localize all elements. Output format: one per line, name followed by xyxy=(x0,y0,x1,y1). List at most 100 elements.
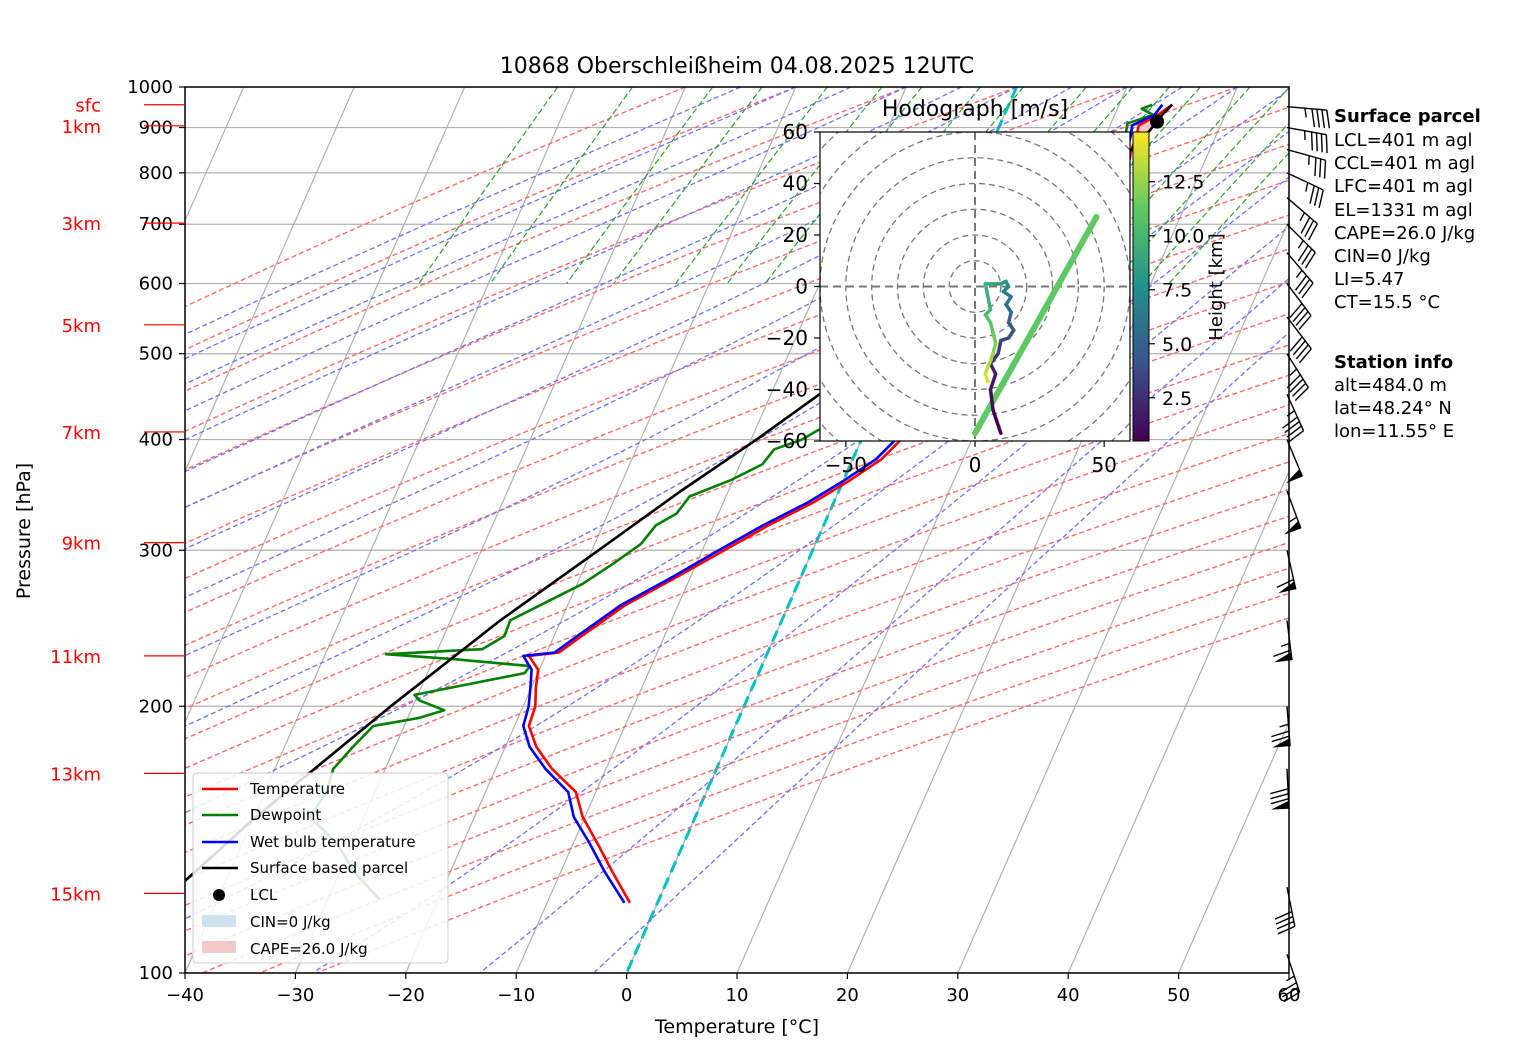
wind-barb xyxy=(1270,768,1290,810)
isotherm-line xyxy=(185,87,355,473)
x-tick-label: 50 xyxy=(1167,985,1190,1006)
wind-barb-shaft xyxy=(1286,353,1309,388)
hodograph-y-tick-label: 40 xyxy=(783,172,808,196)
wind-barb-flag xyxy=(1325,134,1328,154)
dry-adiabat-line xyxy=(202,567,1289,973)
x-tick-label: −30 xyxy=(276,985,314,1006)
moist-adiabat-line xyxy=(185,87,1183,599)
wind-barb-flag xyxy=(1295,344,1309,360)
wind-barb xyxy=(1286,172,1324,209)
mixing-ratio-line xyxy=(566,87,714,284)
wind-barb-half-flag xyxy=(1286,410,1295,417)
x-tick-label: −40 xyxy=(166,985,204,1006)
moist-adiabat-line xyxy=(185,87,741,336)
wind-barb-flag xyxy=(1313,187,1320,206)
wind-barb-flag xyxy=(1276,578,1294,589)
hodograph-trace-segment xyxy=(991,408,1003,436)
wind-barb-flag xyxy=(1314,157,1317,177)
hodograph-ring xyxy=(845,157,1105,416)
wind-barb-shaft xyxy=(1286,283,1312,316)
y-tick-label: 500 xyxy=(139,344,173,365)
hodograph-trace-segment xyxy=(983,282,993,312)
y-tick-label: 700 xyxy=(139,214,173,235)
wind-barb-shaft xyxy=(1286,223,1316,254)
dry-adiabat-line xyxy=(185,87,686,308)
wind-barb-pennant xyxy=(1274,652,1292,663)
wind-barb xyxy=(1282,393,1305,443)
wind-barb-flag xyxy=(1319,158,1322,178)
hodograph-ring xyxy=(871,182,1079,391)
dry-adiabat-line xyxy=(185,87,907,392)
station-info-heading: Station info xyxy=(1334,352,1453,373)
wind-barb-flag xyxy=(1286,374,1301,389)
wind-barb-half-flag xyxy=(1286,975,1295,982)
height-label: 7km xyxy=(62,423,101,444)
isotherm-line xyxy=(1178,720,1289,973)
dry-adiabat-line xyxy=(185,87,1017,433)
wind-barb-flag xyxy=(1295,311,1309,327)
lcl-point xyxy=(1150,114,1165,129)
wind-barb-half-flag xyxy=(1299,212,1306,222)
wind-barb-flag xyxy=(1288,430,1304,443)
wind-barb-pennant xyxy=(1272,738,1291,748)
legend-swatch-lcl xyxy=(213,889,225,901)
wind-barb-flag xyxy=(1298,315,1312,331)
wind-barb-flag xyxy=(1271,735,1290,743)
isotherm-line xyxy=(1067,469,1289,973)
wind-barb-half-flag xyxy=(1297,240,1304,249)
wind-barb-shaft xyxy=(1286,197,1318,225)
surface-parcel-lcl: LCL=401 m agl xyxy=(1334,130,1473,151)
wind-barbs xyxy=(1270,106,1331,1003)
hodograph-ring xyxy=(922,234,1028,339)
y-tick-label: 600 xyxy=(139,274,173,295)
height-label: 9km xyxy=(62,534,101,555)
wind-barb-shaft xyxy=(1286,148,1326,161)
hodograph-y-tick-label: 60 xyxy=(783,120,808,144)
surface-parcel-ct: CT=15.5 °C xyxy=(1334,292,1440,313)
station-longitude: lon=11.55° E xyxy=(1334,421,1454,442)
legend-label-temperature: Temperature xyxy=(249,780,345,798)
wind-barb-half-flag xyxy=(1289,368,1298,376)
surface-parcel-li: LI=5.47 xyxy=(1334,269,1405,290)
hodograph-x-tick-label: 50 xyxy=(1091,453,1116,477)
wind-barb-half-flag xyxy=(1288,516,1298,523)
wind-barb-shaft xyxy=(1286,126,1327,136)
wind-barb-shaft xyxy=(1286,490,1302,529)
hodograph-ring xyxy=(948,260,1002,313)
mixing-ratio-line xyxy=(1142,122,1289,285)
wind-barb-flag xyxy=(1309,185,1315,204)
x-tick-label: 40 xyxy=(1057,985,1080,1006)
wind-barb xyxy=(1286,353,1309,402)
wind-barb-shaft xyxy=(1286,954,1301,993)
x-tick-label: 60 xyxy=(1278,985,1301,1006)
chart-title: 10868 Oberschleißheim 04.08.2025 12UTC xyxy=(500,54,975,79)
wind-barb-flag xyxy=(1318,189,1324,209)
dry-adiabat-line xyxy=(185,374,1289,798)
y-tick-label: 900 xyxy=(139,118,173,139)
colorbar-tick-label: 5.0 xyxy=(1162,334,1192,356)
wind-barb-shaft xyxy=(1286,252,1314,284)
surface-parcel-lfc: LFC=401 m agl xyxy=(1334,176,1473,197)
mixing-ratio-line xyxy=(489,87,633,284)
moist-adiabat-line xyxy=(311,225,1289,973)
wind-barb xyxy=(1286,126,1328,154)
x-tick-label: 20 xyxy=(836,985,859,1006)
lcl-marker xyxy=(1150,114,1165,129)
x-tick-label: −20 xyxy=(387,985,425,1006)
hodograph-title: Hodograph [m/s] xyxy=(882,97,1068,122)
wind-barb-flag xyxy=(1311,108,1316,128)
height-label: 1km xyxy=(62,117,101,138)
dry-adiabat-line xyxy=(185,248,1289,679)
moist-adiabat-line xyxy=(185,87,797,360)
wind-barb-flag xyxy=(1289,336,1303,352)
y-tick-label: 1000 xyxy=(127,77,173,98)
wind-barb xyxy=(1286,283,1312,331)
dry-adiabat-line xyxy=(185,488,1289,907)
wind-barb-flag xyxy=(1284,421,1300,434)
dry-adiabat-line xyxy=(185,281,1289,710)
wind-barb xyxy=(1280,954,1301,1003)
legend: Temperature Dewpoint Wet bulb temperatur… xyxy=(192,772,449,964)
wind-barb-flag xyxy=(1277,925,1296,935)
